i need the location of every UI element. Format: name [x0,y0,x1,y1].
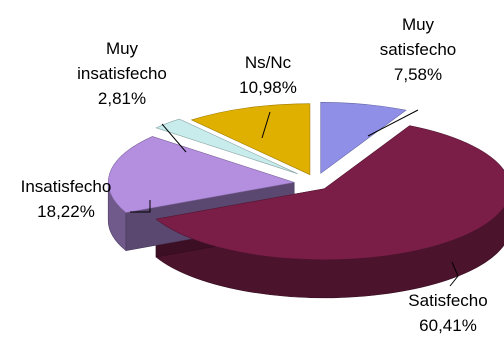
leader-line-muy-insatisfecho [161,123,187,153]
leader-line-ns-nc [261,111,271,139]
label-muy-satisfecho: Muy satisfecho 7,58% [370,12,466,87]
label-insatisfecho-name: Insatisfecho [20,177,112,196]
slice-muy-satisfecho [320,102,407,174]
leader-line-insatisfecho [130,200,151,213]
label-muy-insatisfecho-name-2: insatisfecho [77,64,167,83]
leader-line-satisfecho [449,261,459,287]
slice-muy-insatisfecho [155,118,298,175]
label-muy-satisfecho-value: 7,58% [393,65,443,84]
label-insatisfecho: Insatisfecho 18,22% [4,174,128,224]
label-ns-nc-value: 10,98% [239,78,297,97]
label-satisfecho-name: Satisfecho [408,291,488,310]
label-muy-insatisfecho: Muy insatisfecho 2,81% [60,36,184,111]
slice-insatisfecho [107,136,295,213]
label-satisfecho-value: 60,41% [419,316,477,335]
label-satisfecho: Satisfecho 60,41% [396,288,500,338]
slice-satisfecho [155,125,504,261]
label-ns-nc: Ns/Nc 10,98% [226,50,310,100]
label-ns-nc-name: Ns/Nc [244,53,292,72]
leader-line-muy-satisfecho [367,109,419,137]
label-insatisfecho-value: 18,22% [37,202,95,221]
slice-ns-nc [190,103,311,176]
label-muy-insatisfecho-value: 2,81% [97,89,147,108]
label-muy-satisfecho-name-1: Muy [401,15,435,34]
label-muy-insatisfecho-name-1: Muy [105,39,139,58]
label-muy-satisfecho-name-2: satisfecho [379,40,457,59]
